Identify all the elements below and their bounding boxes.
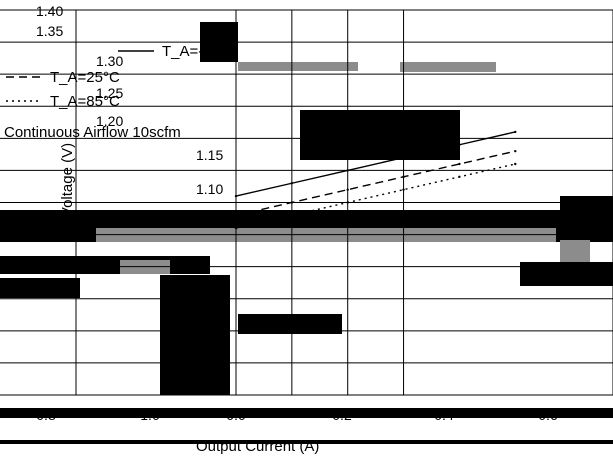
y-tick-label-7: 1.20	[96, 113, 123, 129]
x-tick-label-1: 1.0	[140, 407, 160, 423]
series-1-point-0	[234, 214, 238, 217]
axis-labels: Output Current (A) Voltage (V) Continuou…	[4, 124, 319, 455]
plot-frame	[75, 9, 613, 396]
series-2-point-4	[458, 175, 461, 179]
x-tick-label-3: 0.2	[332, 407, 352, 423]
series-2-point-3	[402, 188, 405, 191]
tick-labels: 0.8 1.0 0.0 0.2 0.4 0.6 0.80 0.85 0.90 0.95 1.05 1.…	[36, 3, 564, 423]
y-tick-label-8: 1.25	[96, 85, 123, 101]
series-0-point-3	[402, 156, 405, 159]
series-0-point-1	[290, 182, 294, 185]
y-tick-label-3: 0.95	[196, 275, 223, 291]
airflow-annotation: Continuous Airflow 10scfm	[4, 124, 181, 141]
series-line-1	[235, 150, 516, 217]
series-layer	[234, 130, 517, 230]
x-tick-label-4: 0.4	[434, 407, 454, 423]
x-tick-label-2: 0.0	[226, 407, 246, 423]
series-2-point-0	[234, 226, 238, 230]
legend: T_A=-40°C T_A=25°C T_A=85°C	[6, 43, 237, 110]
series-line-0	[235, 131, 516, 197]
y-tick-label-10: 1.35	[36, 23, 63, 39]
x-tick-label-5: 0.6	[538, 407, 558, 423]
legend-label-1: T_A=25°C	[50, 69, 120, 86]
series-0-point-4	[458, 143, 461, 146]
y-tick-label-6: 1.15	[196, 147, 223, 163]
y-tick-label-5: 1.10	[196, 181, 223, 197]
render-artifacts	[0, 22, 613, 444]
x-tick-label-0: 0.8	[36, 407, 56, 423]
series-0-point-5	[514, 130, 517, 134]
series-1-point-5	[514, 149, 517, 153]
series-1-point-2	[346, 188, 349, 191]
x-axis-label: Output Current (A)	[196, 438, 319, 455]
series-1-point-4	[458, 162, 461, 166]
y-tick-label-1: 0.85	[196, 341, 223, 357]
legend-label-2: T_A=85°C	[50, 93, 120, 110]
y-axis-label: Voltage (V)	[59, 143, 76, 217]
series-2-point-5	[514, 162, 517, 166]
y-tick-label-0: 0.80	[196, 369, 223, 385]
y-tick-label-11: 1.40	[36, 3, 63, 19]
series-1-point-1	[290, 201, 294, 204]
series-2-point-2	[346, 201, 349, 204]
series-2-point-1	[290, 214, 294, 217]
series-0-point-0	[234, 194, 238, 198]
series-0-point-2	[346, 169, 349, 172]
legend-label-0: T_A=-40°C	[162, 43, 237, 60]
series-1-point-3	[402, 175, 405, 179]
y-tick-label-4: 1.05	[196, 211, 223, 227]
y-tick-label-2: 0.90	[196, 306, 223, 322]
y-tick-label-9: 1.30	[96, 53, 123, 69]
y-tick-label-100: 1.00	[537, 261, 564, 277]
